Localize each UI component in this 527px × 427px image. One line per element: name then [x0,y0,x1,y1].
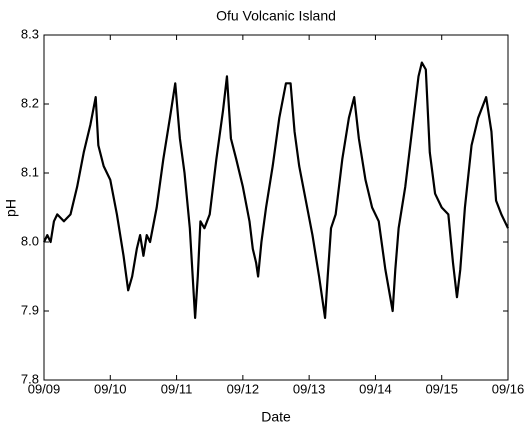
x-axis-label: Date [261,409,291,425]
y-tick-label: 7.9 [21,302,39,317]
x-tick-label: 09/13 [293,381,326,396]
y-axis-label: pH [3,199,19,217]
data-line [43,61,509,319]
x-tick-label: 09/12 [227,381,260,396]
x-tick-label: 09/15 [425,381,458,396]
y-tick-label: 8.1 [21,164,39,179]
x-tick-label: 09/16 [492,381,525,396]
chart-title: Ofu Volcanic Island [216,8,336,24]
x-tick-label: 09/10 [94,381,127,396]
y-tick-label: 8.2 [21,95,39,110]
x-tick-label: 09/09 [28,381,61,396]
y-tick-label: 7.8 [21,371,39,386]
x-tick-label: 09/11 [161,381,193,396]
plot-frame [43,34,509,381]
x-tick-label: 09/14 [359,381,392,396]
y-tick-label: 8.0 [21,233,39,248]
y-tick-label: 8.3 [21,26,39,41]
